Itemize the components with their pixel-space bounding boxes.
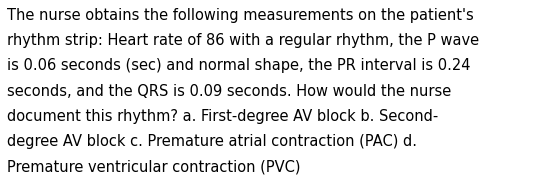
Text: document this rhythm? a. First-degree AV block b. Second-: document this rhythm? a. First-degree AV… [7, 109, 438, 124]
Text: Premature ventricular contraction (PVC): Premature ventricular contraction (PVC) [7, 160, 300, 175]
Text: The nurse obtains the following measurements on the patient's: The nurse obtains the following measurem… [7, 8, 473, 23]
Text: is 0.06 seconds (sec) and normal shape, the PR interval is 0.24: is 0.06 seconds (sec) and normal shape, … [7, 58, 470, 73]
Text: seconds, and the QRS is 0.09 seconds. How would the nurse: seconds, and the QRS is 0.09 seconds. Ho… [7, 84, 451, 99]
Text: rhythm strip: Heart rate of 86 with a regular rhythm, the P wave: rhythm strip: Heart rate of 86 with a re… [7, 33, 479, 48]
Text: degree AV block c. Premature atrial contraction (PAC) d.: degree AV block c. Premature atrial cont… [7, 134, 417, 149]
